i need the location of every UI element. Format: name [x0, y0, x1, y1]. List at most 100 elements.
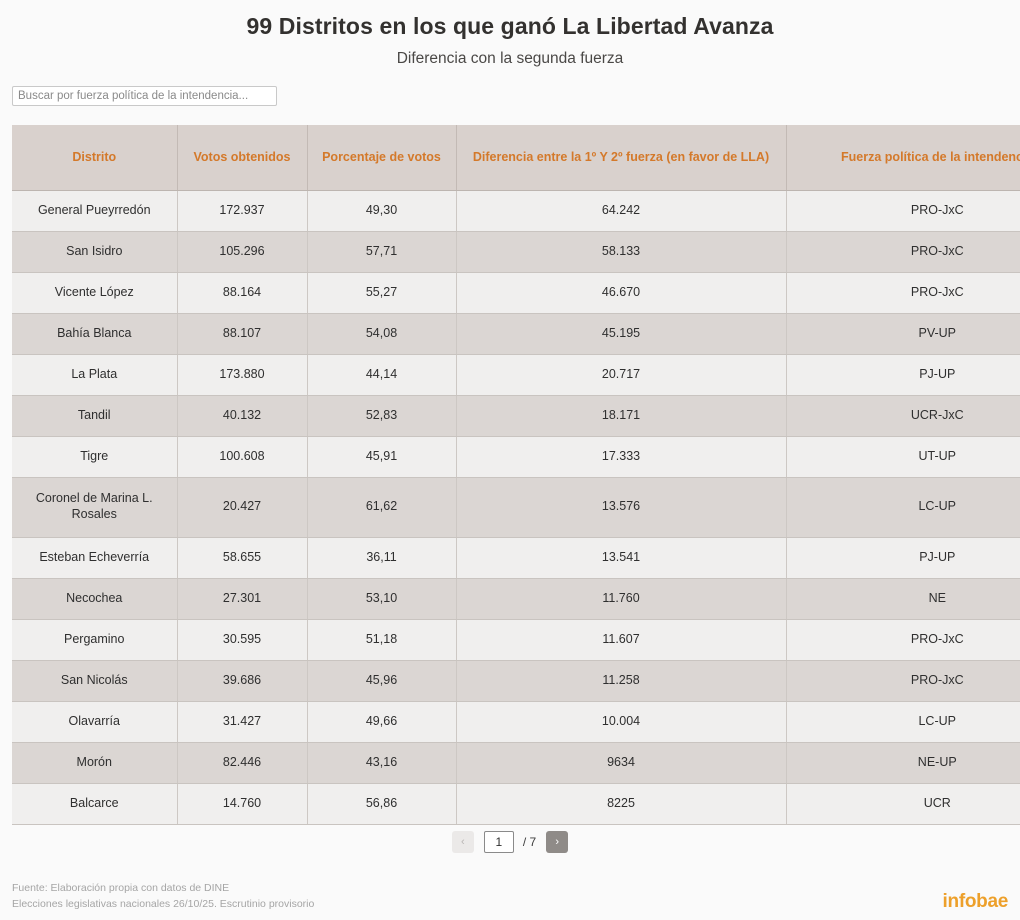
cell-distrito: Tandil	[12, 395, 178, 437]
column-header-votos[interactable]: Votos obtenidos	[177, 125, 308, 191]
pagination: ‹ / 7 ›	[0, 831, 1020, 853]
table-row: Pergamino 30.595 51,18 11.607 PRO-JxC	[12, 619, 1020, 661]
table-row: Esteban Echeverría 58.655 36,11 13.541 P…	[12, 537, 1020, 579]
cell-distrito: Esteban Echeverría	[12, 537, 178, 579]
cell-fuerza: PRO-JxC	[786, 660, 1020, 702]
cell-distrito: Olavarría	[12, 701, 178, 743]
cell-votos: 100.608	[177, 436, 308, 478]
cell-porcentaje: 49,30	[307, 190, 457, 232]
table-row: Olavarría 31.427 49,66 10.004 LC-UP	[12, 701, 1020, 743]
cell-diferencia: 11.607	[456, 619, 787, 661]
cell-diferencia: 11.258	[456, 660, 787, 702]
source-line-1: Fuente: Elaboración propia con datos de …	[12, 882, 230, 894]
cell-porcentaje: 56,86	[307, 783, 457, 825]
cell-votos: 27.301	[177, 578, 308, 620]
cell-votos: 40.132	[177, 395, 308, 437]
next-page-button[interactable]: ›	[546, 831, 569, 853]
page-title: 99 Distritos en los que ganó La Libertad…	[246, 13, 774, 39]
cell-fuerza: PV-UP	[786, 313, 1020, 355]
cell-porcentaje: 61,62	[307, 477, 457, 538]
table-header-row: Distrito Votos obtenidos Porcentaje de v…	[12, 125, 1020, 191]
table-row: San Nicolás 39.686 45,96 11.258 PRO-JxC	[12, 660, 1020, 702]
table-row: La Plata 173.880 44,14 20.717 PJ-UP	[12, 354, 1020, 396]
cell-votos: 82.446	[177, 742, 308, 784]
search-input[interactable]	[12, 86, 277, 107]
cell-porcentaje: 43,16	[307, 742, 457, 784]
cell-fuerza: UCR-JxC	[786, 395, 1020, 437]
cell-fuerza: UCR	[786, 783, 1020, 825]
cell-porcentaje: 45,96	[307, 660, 457, 702]
table-row: Bahía Blanca 88.107 54,08 45.195 PV-UP	[12, 313, 1020, 355]
cell-diferencia: 45.195	[456, 313, 787, 355]
cell-distrito: Vicente López	[12, 272, 178, 314]
cell-porcentaje: 54,08	[307, 313, 457, 355]
cell-distrito: San Isidro	[12, 231, 178, 273]
column-header-diferencia[interactable]: Diferencia entre la 1º Y 2º fuerza (en f…	[456, 125, 787, 191]
cell-diferencia: 46.670	[456, 272, 787, 314]
page-number-input[interactable]	[483, 831, 514, 853]
cell-votos: 39.686	[177, 660, 308, 702]
cell-diferencia: 58.133	[456, 231, 787, 273]
cell-porcentaje: 36,11	[307, 537, 457, 579]
cell-fuerza: UT-UP	[786, 436, 1020, 478]
cell-diferencia: 13.576	[456, 477, 787, 538]
cell-votos: 31.427	[177, 701, 308, 743]
table-row: Tandil 40.132 52,83 18.171 UCR-JxC	[12, 395, 1020, 437]
cell-distrito: Tigre	[12, 436, 178, 478]
cell-votos: 20.427	[177, 477, 308, 538]
infobae-logo: infobae	[942, 890, 1009, 912]
cell-porcentaje: 55,27	[307, 272, 457, 314]
cell-porcentaje: 44,14	[307, 354, 457, 396]
table-row: Tigre 100.608 45,91 17.333 UT-UP	[12, 436, 1020, 478]
cell-fuerza: LC-UP	[786, 477, 1020, 538]
cell-distrito: Coronel de Marina L. Rosales	[12, 477, 178, 538]
cell-porcentaje: 52,83	[307, 395, 457, 437]
column-header-porcentaje[interactable]: Porcentaje de votos	[307, 125, 457, 191]
cell-votos: 172.937	[177, 190, 308, 232]
source-line-2: Elecciones legislativas nacionales 26/10…	[12, 898, 315, 911]
cell-fuerza: PJ-UP	[786, 354, 1020, 396]
cell-votos: 105.296	[177, 231, 308, 273]
cell-porcentaje: 49,66	[307, 701, 457, 743]
cell-distrito: Balcarce	[12, 783, 178, 825]
cell-diferencia: 8225	[456, 783, 787, 825]
cell-porcentaje: 53,10	[307, 578, 457, 620]
cell-votos: 173.880	[177, 354, 308, 396]
cell-fuerza: NE	[786, 578, 1020, 620]
cell-diferencia: 9634	[456, 742, 787, 784]
cell-distrito: Bahía Blanca	[12, 313, 178, 355]
cell-distrito: San Nicolás	[12, 660, 178, 702]
cell-fuerza: NE-UP	[786, 742, 1020, 784]
cell-fuerza: LC-UP	[786, 701, 1020, 743]
cell-fuerza: PJ-UP	[786, 537, 1020, 579]
cell-distrito: Morón	[12, 742, 178, 784]
table-row: Necochea 27.301 53,10 11.760 NE	[12, 578, 1020, 620]
results-table-container: Distrito Votos obtenidos Porcentaje de v…	[12, 125, 1020, 825]
cell-votos: 14.760	[177, 783, 308, 825]
cell-distrito: General Pueyrredón	[12, 190, 178, 232]
column-header-distrito[interactable]: Distrito	[12, 125, 178, 191]
cell-votos: 58.655	[177, 537, 308, 579]
results-table: Distrito Votos obtenidos Porcentaje de v…	[12, 125, 1020, 825]
cell-distrito: La Plata	[12, 354, 178, 396]
table-row: General Pueyrredón 172.937 49,30 64.242 …	[12, 190, 1020, 232]
column-header-fuerza[interactable]: Fuerza política de la intendencia	[786, 125, 1020, 191]
cell-votos: 88.107	[177, 313, 308, 355]
cell-diferencia: 11.760	[456, 578, 787, 620]
cell-diferencia: 64.242	[456, 190, 787, 232]
cell-distrito: Pergamino	[12, 619, 178, 661]
cell-diferencia: 20.717	[456, 354, 787, 396]
search-container	[0, 68, 1020, 107]
cell-fuerza: PRO-JxC	[786, 619, 1020, 661]
footer: Fuente: Elaboración propia con datos de …	[12, 880, 1008, 913]
cell-diferencia: 18.171	[456, 395, 787, 437]
source-notes: Fuente: Elaboración propia con datos de …	[12, 880, 314, 913]
cell-distrito: Necochea	[12, 578, 178, 620]
cell-votos: 88.164	[177, 272, 308, 314]
page-subtitle: Diferencia con la segunda fuerza	[396, 49, 624, 67]
total-pages-label: / 7	[522, 835, 537, 849]
cell-fuerza: PRO-JxC	[786, 272, 1020, 314]
table-head: Distrito Votos obtenidos Porcentaje de v…	[12, 125, 1020, 191]
previous-page-button[interactable]: ‹	[451, 831, 474, 853]
cell-porcentaje: 57,71	[307, 231, 457, 273]
